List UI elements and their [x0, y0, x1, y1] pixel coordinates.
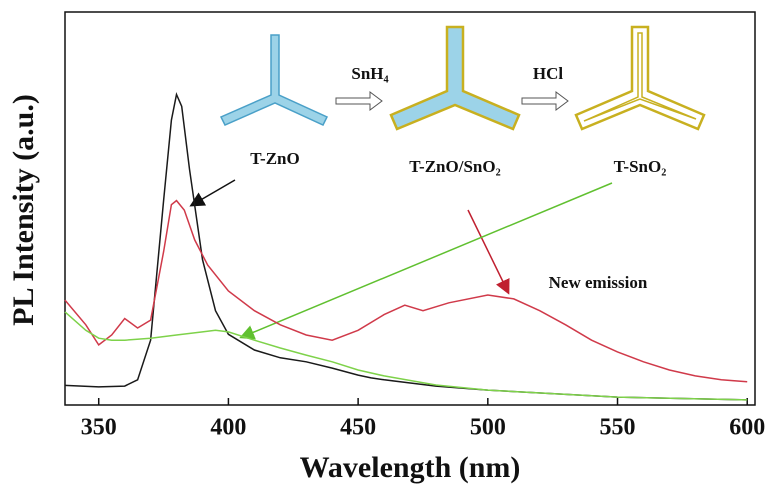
annotation: HCl [533, 64, 564, 83]
x-tick-label: 400 [210, 415, 246, 441]
x-tick-label: 450 [340, 415, 376, 441]
x-tick-label: 500 [470, 415, 506, 441]
spectrum-line [65, 95, 747, 400]
x-tick-label: 550 [600, 415, 636, 441]
annotation: SnH₄ [351, 64, 388, 83]
chart: Wavelength (nm) PL Intensity (a.u.) 350 4… [0, 0, 781, 493]
annotation: T-ZnO [250, 149, 299, 168]
plot-frame [65, 12, 755, 405]
x-tick-label: 350 [81, 415, 117, 441]
annotation: T-SnO₂ [614, 157, 667, 176]
spectrum-line [65, 312, 747, 400]
y-axis-title: PL Intensity (a.u.) [7, 94, 40, 326]
x-tick-label: 600 [729, 415, 765, 441]
x-axis-title: Wavelength (nm) [300, 451, 521, 484]
annotation: T-ZnO/SnO₂ [409, 157, 500, 176]
annotation: New emission [549, 273, 648, 292]
